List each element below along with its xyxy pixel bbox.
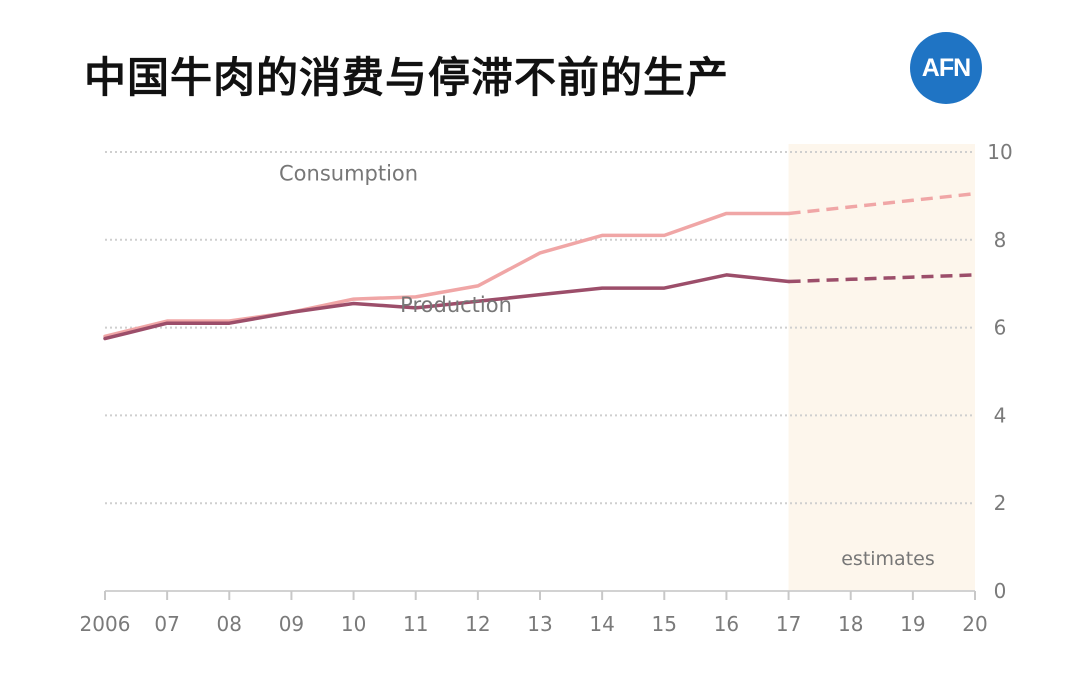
afn-logo: AFN: [910, 32, 982, 104]
y-tick-label: 0: [994, 579, 1007, 603]
consumption-estimate-line: [788, 191, 976, 216]
x-tick-label: 16: [714, 612, 739, 636]
y-tick-label: 6: [994, 316, 1007, 340]
production-estimate-line: [788, 273, 976, 284]
x-tick-label: 2006: [80, 612, 131, 636]
series-label-consumption: Consumption: [279, 162, 418, 186]
y-tick-label: 8: [994, 228, 1007, 252]
estimates-region: [788, 144, 975, 591]
x-tick-label: 13: [527, 612, 552, 636]
x-tick-label: 11: [403, 612, 428, 636]
x-tick-label: 08: [217, 612, 242, 636]
consumption-line: [103, 211, 791, 339]
y-tick-label: 10: [987, 140, 1012, 164]
production-line: [103, 273, 791, 341]
x-tick-label: 17: [776, 612, 801, 636]
x-tick-label: 19: [900, 612, 925, 636]
chart-title: 中国牛肉的消费与停滞不前的生产: [84, 53, 730, 102]
x-tick-label: 14: [589, 612, 614, 636]
series-label-production: Production: [400, 293, 512, 317]
x-tick-label: 09: [279, 612, 304, 636]
y-tick-label: 4: [994, 403, 1007, 427]
x-tick-label: 12: [465, 612, 490, 636]
x-tick-label: 20: [962, 612, 987, 636]
x-tick-label: 07: [154, 612, 179, 636]
x-tick-label: 10: [341, 612, 366, 636]
x-tick-label: 15: [652, 612, 677, 636]
x-tick-label: 18: [838, 612, 863, 636]
y-tick-label: 2: [994, 491, 1007, 515]
estimates-label: estimates: [841, 548, 935, 570]
